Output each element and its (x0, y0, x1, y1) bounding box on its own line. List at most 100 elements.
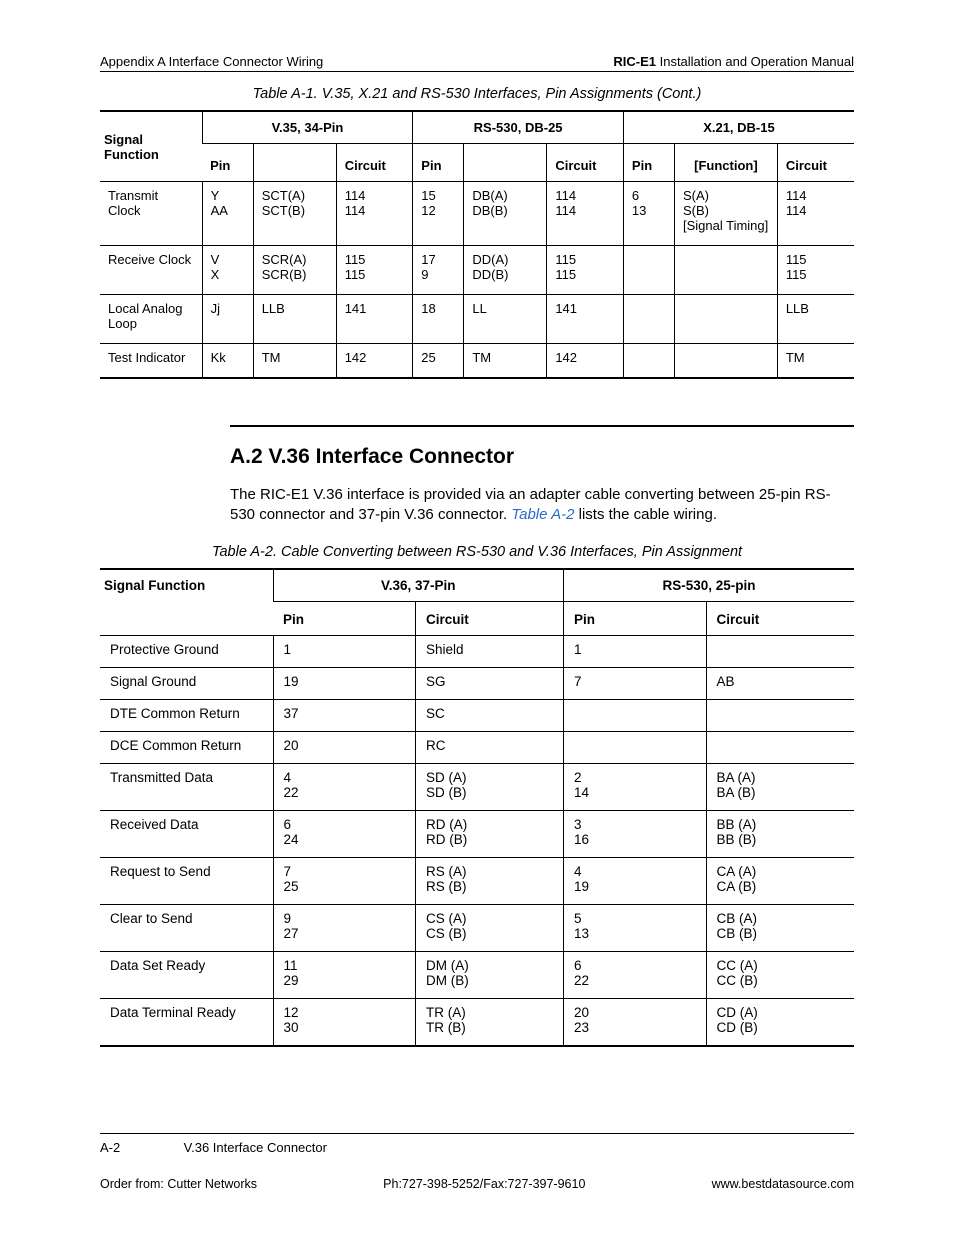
table-row: Protective Ground1Shield1 (100, 635, 854, 667)
table-row: Pin Circuit Pin Circuit Pin [Function] C… (100, 144, 854, 182)
cell: 1 (273, 635, 416, 667)
cell: VX (202, 246, 253, 295)
header-left: Appendix A Interface Connector Wiring (100, 54, 323, 69)
cell: BA (A)BA (B) (706, 763, 854, 810)
col-group-rs530: RS-530, 25-pin (563, 569, 854, 602)
cell (706, 699, 854, 731)
footer-url: www.bestdatasource.com (712, 1177, 854, 1191)
col-group-x21: X.21, DB-15 (623, 111, 854, 144)
cell-signal-function: Data Set Ready (100, 951, 273, 998)
cell-signal-function: Protective Ground (100, 635, 273, 667)
cell: 1230 (273, 998, 416, 1046)
cell: 927 (273, 904, 416, 951)
cell: RC (416, 731, 564, 763)
subhead-pin: Pin (202, 144, 253, 182)
cell: S(A)S(B)[Signal Timing] (674, 182, 777, 246)
cell (623, 295, 674, 344)
cell: BB (A)BB (B) (706, 810, 854, 857)
subhead-pin: Pin (563, 601, 706, 635)
cell: 115115 (336, 246, 413, 295)
cell: SD (A)SD (B) (416, 763, 564, 810)
cell: SCT(A)SCT(B) (253, 182, 336, 246)
footer-page-number: A-2 (100, 1140, 180, 1155)
cell: 142 (336, 344, 413, 379)
footer-section-name: V.36 Interface Connector (184, 1140, 327, 1155)
cell-signal-function: Request to Send (100, 857, 273, 904)
table-row: Data Terminal Ready1230TR (A)TR (B)2023C… (100, 998, 854, 1046)
cell: LLB (253, 295, 336, 344)
table1-caption: Table A-1. V.35, X.21 and RS-530 Interfa… (100, 86, 854, 102)
footer-phone: Ph:727-398-5252/Fax:727-397-9610 (383, 1177, 585, 1191)
cell: CB (A)CB (B) (706, 904, 854, 951)
cell: 613 (623, 182, 674, 246)
col-group-v35: V.35, 34-Pin (202, 111, 413, 144)
subhead-circuit: Circuit (547, 144, 624, 182)
cell-signal-function: Transmit Clock (100, 182, 202, 246)
section-paragraph: The RIC-E1 V.36 interface is provided vi… (230, 485, 854, 526)
section-rule (230, 425, 854, 427)
cell: CC (A)CC (B) (706, 951, 854, 998)
cell: 25 (413, 344, 464, 379)
table1: Signal Function V.35, 34-Pin RS-530, DB-… (100, 110, 854, 379)
header-right: RIC-E1 Installation and Operation Manual (613, 54, 854, 69)
subhead-blank (464, 144, 547, 182)
subhead-circuit: Circuit (336, 144, 413, 182)
cell: 1512 (413, 182, 464, 246)
cell-signal-function: DTE Common Return (100, 699, 273, 731)
table-row: DTE Common Return37SC (100, 699, 854, 731)
table-a2-link[interactable]: Table A-2 (511, 506, 574, 523)
table-row: Local Analog LoopJjLLB14118LL141LLB (100, 295, 854, 344)
table2: Signal Function V.36, 37-Pin RS-530, 25-… (100, 568, 854, 1047)
cell: 114114 (547, 182, 624, 246)
cell (674, 246, 777, 295)
cell: TR (A)TR (B) (416, 998, 564, 1046)
cell (674, 295, 777, 344)
cell: 141 (336, 295, 413, 344)
cell: DM (A)DM (B) (416, 951, 564, 998)
table2-caption: Table A-2. Cable Converting between RS-5… (100, 544, 854, 560)
cell: RS (A)RS (B) (416, 857, 564, 904)
col-group-rs530: RS-530, DB-25 (413, 111, 624, 144)
subhead-pin: Pin (273, 601, 416, 635)
subhead-pin: Pin (623, 144, 674, 182)
cell: 2023 (563, 998, 706, 1046)
cell: CA (A)CA (B) (706, 857, 854, 904)
cell: SG (416, 667, 564, 699)
cell: SCR(A)SCR(B) (253, 246, 336, 295)
cell-signal-function: Data Terminal Ready (100, 998, 273, 1046)
cell: DB(A)DB(B) (464, 182, 547, 246)
cell: CS (A)CS (B) (416, 904, 564, 951)
cell-signal-function: Local Analog Loop (100, 295, 202, 344)
cell (623, 246, 674, 295)
table-row: Request to Send725RS (A)RS (B)419CA (A)C… (100, 857, 854, 904)
table-row: Test IndicatorKkTM14225TM142TM (100, 344, 854, 379)
cell: LL (464, 295, 547, 344)
cell: 141 (547, 295, 624, 344)
cell (706, 731, 854, 763)
cell: 142 (547, 344, 624, 379)
cell-signal-function: Receive Clock (100, 246, 202, 295)
table-row: Signal Function V.35, 34-Pin RS-530, DB-… (100, 111, 854, 144)
subhead-circuit: Circuit (706, 601, 854, 635)
cell: 1 (563, 635, 706, 667)
header-right-bold: RIC-E1 (613, 54, 656, 69)
cell: 115115 (777, 246, 854, 295)
subhead-function: [Function] (674, 144, 777, 182)
table-row: Signal Ground19SG7AB (100, 667, 854, 699)
col-signal-function: Signal Function (100, 569, 273, 636)
cell-signal-function: Signal Ground (100, 667, 273, 699)
footer-line2: Order from: Cutter Networks Ph:727-398-5… (100, 1177, 854, 1191)
para-text: lists the cable wiring. (574, 506, 717, 523)
cell: Kk (202, 344, 253, 379)
cell (674, 344, 777, 379)
cell: TM (253, 344, 336, 379)
cell: DD(A)DD(B) (464, 246, 547, 295)
table-row: Transmit ClockYAASCT(A)SCT(B)1141141512D… (100, 182, 854, 246)
subhead-blank (253, 144, 336, 182)
table-row: Transmitted Data422SD (A)SD (B)214BA (A)… (100, 763, 854, 810)
table-row: DCE Common Return20RC (100, 731, 854, 763)
footer-order: Order from: Cutter Networks (100, 1177, 257, 1191)
cell: Shield (416, 635, 564, 667)
cell: 114114 (777, 182, 854, 246)
table-row: Clear to Send927CS (A)CS (B)513CB (A)CB … (100, 904, 854, 951)
